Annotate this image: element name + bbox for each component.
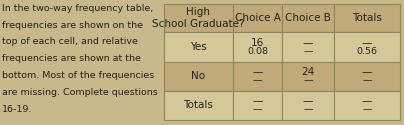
Text: High
School Graduate?: High School Graduate? xyxy=(152,7,245,29)
Bar xyxy=(282,62,334,91)
Bar xyxy=(334,4,400,32)
Text: —: — xyxy=(362,96,372,106)
Text: Yes: Yes xyxy=(190,42,207,52)
Text: are missing. Complete questions: are missing. Complete questions xyxy=(2,88,158,97)
Text: top of each cell, and relative: top of each cell, and relative xyxy=(2,38,138,46)
Text: —: — xyxy=(303,96,313,106)
Text: —: — xyxy=(252,67,263,77)
Text: —: — xyxy=(362,106,372,115)
Bar xyxy=(164,32,234,62)
Bar xyxy=(282,91,334,120)
Bar xyxy=(282,4,334,32)
Bar xyxy=(164,91,234,120)
Text: In the two-way frequency table,: In the two-way frequency table, xyxy=(2,4,153,13)
Text: —: — xyxy=(253,76,262,86)
Text: —: — xyxy=(362,38,372,48)
Text: —: — xyxy=(253,106,262,115)
Text: Totals: Totals xyxy=(183,100,213,110)
Text: 16: 16 xyxy=(251,38,264,48)
Bar xyxy=(282,32,334,62)
Text: —: — xyxy=(303,47,313,56)
Text: —: — xyxy=(362,76,372,86)
Bar xyxy=(334,91,400,120)
Bar xyxy=(234,4,282,32)
Text: No: No xyxy=(191,71,206,81)
Text: —: — xyxy=(252,96,263,106)
Text: —: — xyxy=(303,76,313,86)
Bar xyxy=(164,4,234,32)
Text: 24: 24 xyxy=(301,67,314,77)
Text: 0.56: 0.56 xyxy=(356,47,377,56)
Bar xyxy=(334,62,400,91)
Text: frequencies are shown at the: frequencies are shown at the xyxy=(2,54,141,63)
Bar xyxy=(164,62,234,91)
Text: 0.08: 0.08 xyxy=(247,47,268,56)
Bar xyxy=(234,62,282,91)
Text: —: — xyxy=(362,67,372,77)
Text: Choice A: Choice A xyxy=(235,13,280,23)
Text: Totals: Totals xyxy=(352,13,382,23)
Text: 16-19.: 16-19. xyxy=(2,105,32,114)
Text: —: — xyxy=(303,38,313,48)
Text: frequencies are shown on the: frequencies are shown on the xyxy=(2,21,143,30)
Bar xyxy=(234,32,282,62)
Text: —: — xyxy=(303,106,313,115)
Text: bottom. Most of the frequencies: bottom. Most of the frequencies xyxy=(2,71,154,80)
Text: Choice B: Choice B xyxy=(285,13,331,23)
Bar xyxy=(234,91,282,120)
Bar xyxy=(334,32,400,62)
